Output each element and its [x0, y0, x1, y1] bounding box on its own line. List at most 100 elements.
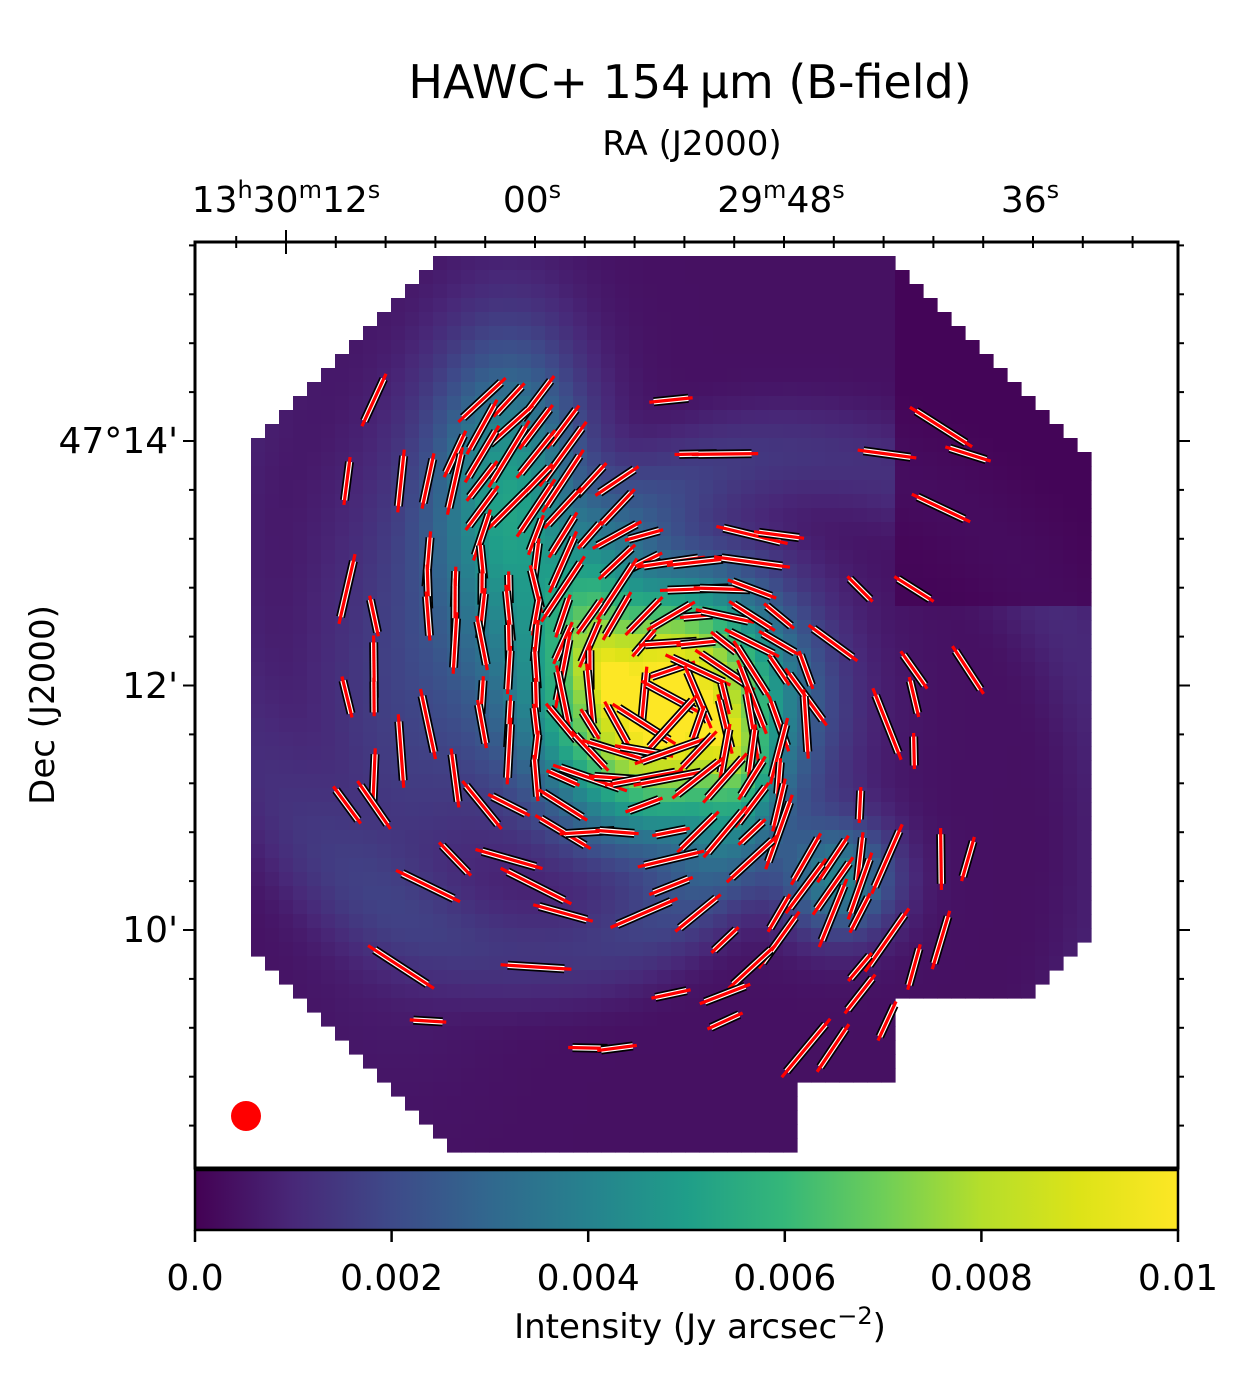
- map-pixel: [391, 354, 406, 369]
- map-pixel: [447, 970, 462, 985]
- map-pixel: [433, 452, 448, 467]
- map-pixel: [993, 914, 1008, 929]
- map-pixel: [923, 382, 938, 397]
- map-pixel: [699, 326, 714, 341]
- map-pixel: [1077, 550, 1092, 565]
- map-pixel: [699, 984, 714, 999]
- map-pixel: [587, 970, 602, 985]
- map-pixel: [419, 270, 434, 285]
- map-pixel: [405, 676, 420, 691]
- map-pixel: [1063, 480, 1078, 495]
- map-pixel: [685, 382, 700, 397]
- map-pixel: [447, 1026, 462, 1041]
- map-pixel: [419, 368, 434, 383]
- map-pixel: [433, 816, 448, 831]
- map-pixel: [349, 676, 364, 691]
- map-pixel: [251, 592, 266, 607]
- map-pixel: [461, 830, 476, 845]
- map-pixel: [251, 606, 266, 621]
- map-pixel: [937, 326, 952, 341]
- map-pixel: [279, 760, 294, 775]
- map-pixel: [811, 564, 826, 579]
- map-pixel: [937, 676, 952, 691]
- map-pixel: [1049, 858, 1064, 873]
- map-pixel: [517, 312, 532, 327]
- map-pixel: [685, 984, 700, 999]
- map-pixel: [825, 620, 840, 635]
- map-pixel: [475, 1138, 490, 1153]
- map-pixel: [279, 536, 294, 551]
- map-pixel: [699, 494, 714, 509]
- map-pixel: [881, 396, 896, 411]
- map-pixel: [447, 270, 462, 285]
- b-field-vector: [691, 452, 759, 456]
- map-pixel: [769, 326, 784, 341]
- map-pixel: [265, 620, 280, 635]
- map-pixel: [321, 984, 336, 999]
- map-pixel: [1021, 550, 1036, 565]
- map-pixel: [447, 340, 462, 355]
- map-pixel: [881, 354, 896, 369]
- map-pixel: [503, 942, 518, 957]
- map-pixel: [797, 1068, 812, 1083]
- map-pixel: [755, 998, 770, 1013]
- map-pixel: [615, 998, 630, 1013]
- map-pixel: [279, 578, 294, 593]
- map-pixel: [909, 298, 924, 313]
- b-field-vector: [702, 805, 748, 859]
- map-pixel: [769, 396, 784, 411]
- map-pixel: [489, 662, 504, 677]
- map-pixel: [419, 382, 434, 397]
- map-pixel: [993, 900, 1008, 915]
- map-pixel: [699, 802, 714, 817]
- map-pixel: [433, 1096, 448, 1111]
- map-pixel: [811, 368, 826, 383]
- map-pixel: [797, 788, 812, 803]
- map-pixel: [727, 312, 742, 327]
- map-pixel: [321, 970, 336, 985]
- map-pixel: [615, 1082, 630, 1097]
- map-pixel: [433, 900, 448, 915]
- map-pixel: [895, 984, 910, 999]
- map-pixel: [951, 718, 966, 733]
- map-pixel: [1021, 578, 1036, 593]
- map-pixel: [797, 284, 812, 299]
- map-pixel: [601, 326, 616, 341]
- b-field-vector: [409, 1018, 447, 1024]
- map-pixel: [587, 1138, 602, 1153]
- map-pixel: [349, 438, 364, 453]
- map-pixel: [657, 452, 672, 467]
- map-pixel: [769, 424, 784, 439]
- map-pixel: [615, 410, 630, 425]
- map-pixel: [1049, 844, 1064, 859]
- map-pixel: [797, 928, 812, 943]
- map-pixel: [671, 466, 686, 481]
- map-pixel: [1077, 872, 1092, 887]
- b-field-vector: [518, 404, 554, 450]
- map-pixel: [825, 606, 840, 621]
- map-pixel: [699, 564, 714, 579]
- map-pixel: [251, 942, 266, 957]
- map-pixel: [349, 354, 364, 369]
- b-field-vector: [464, 485, 500, 531]
- map-pixel: [811, 914, 826, 929]
- map-pixel: [293, 620, 308, 635]
- map-pixel: [321, 732, 336, 747]
- map-pixel: [391, 1054, 406, 1069]
- map-pixel: [671, 354, 686, 369]
- map-pixel: [993, 802, 1008, 817]
- map-pixel: [741, 872, 756, 887]
- map-pixel: [615, 676, 630, 691]
- map-pixel: [279, 522, 294, 537]
- b-field-vector: [846, 852, 874, 920]
- map-pixel: [853, 424, 868, 439]
- map-pixel: [867, 1068, 882, 1083]
- map-pixel: [1077, 816, 1092, 831]
- map-pixel: [685, 1124, 700, 1139]
- map-pixel: [811, 1068, 826, 1083]
- map-pixel: [601, 676, 616, 691]
- map-pixel: [615, 396, 630, 411]
- map-pixel: [573, 1026, 588, 1041]
- map-pixel: [615, 844, 630, 859]
- b-field-vector: [368, 595, 380, 637]
